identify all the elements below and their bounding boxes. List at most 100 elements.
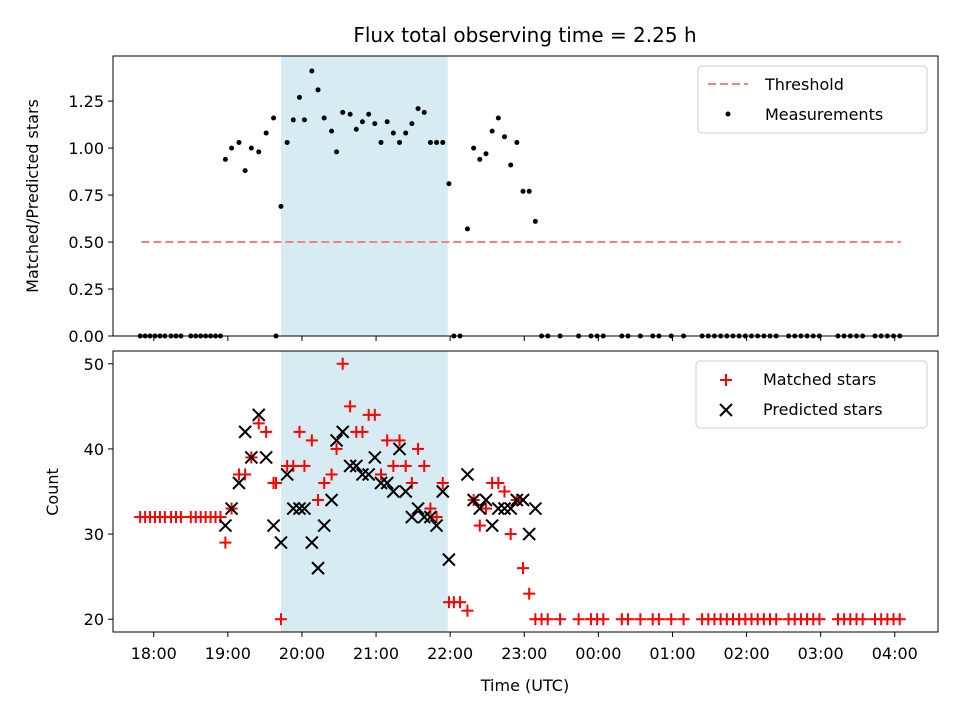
matched-star-marker: [356, 425, 369, 438]
measurement-point: [397, 139, 403, 145]
measurement-point: [471, 145, 477, 151]
matched-star-marker: [436, 476, 449, 489]
measurement-point: [483, 151, 489, 157]
predicted-star-marker: [238, 425, 252, 439]
predicted-star-marker: [218, 518, 233, 533]
measurement-point: [329, 128, 335, 134]
matched-star-marker: [219, 536, 232, 549]
bottom-y-tick-label: 20: [84, 610, 104, 629]
predicted-star-marker: [355, 467, 370, 482]
bottom-count-points: [134, 357, 906, 626]
matched-star-marker: [393, 434, 406, 447]
legend-predicted-label: Predicted stars: [763, 400, 883, 419]
x-tick-label: 03:00: [798, 644, 844, 663]
measurement-point: [263, 130, 269, 136]
measurement-point: [477, 156, 483, 162]
x-tick-label: 02:00: [724, 644, 770, 663]
measurement-point: [353, 126, 359, 132]
measurement-point: [403, 130, 409, 136]
measurement-point: [236, 139, 242, 145]
legend-predicted-swatch: [719, 403, 733, 417]
top-y-tick-label: 0.25: [68, 280, 104, 299]
measurement-point: [296, 94, 302, 100]
matched-star-marker: [387, 459, 400, 472]
legend-measurements-label: Measurements: [765, 105, 883, 124]
predicted-star-marker: [436, 484, 450, 499]
measurement-point: [309, 68, 315, 74]
matched-star-marker: [572, 613, 585, 626]
matched-star-marker: [523, 587, 536, 600]
measurement-point: [248, 145, 254, 151]
predicted-star-marker: [224, 501, 239, 516]
measurement-point: [340, 109, 346, 115]
matched-star-marker: [375, 468, 388, 481]
predicted-star-marker: [336, 425, 350, 439]
matched-star-marker: [412, 442, 425, 455]
top-y-tick-label: 1.00: [68, 139, 104, 158]
x-tick-label: 22:00: [427, 644, 473, 663]
matched-star-marker: [381, 434, 394, 447]
measurement-point: [489, 128, 495, 134]
measurement-point: [520, 188, 526, 194]
predicted-star-marker: [429, 518, 444, 533]
measurement-point: [372, 121, 378, 127]
matched-star-marker: [813, 613, 826, 626]
measurement-point: [415, 106, 421, 112]
top-y-tick-label: 0.50: [68, 233, 104, 252]
measurement-point: [427, 139, 433, 145]
predicted-star-marker: [259, 450, 273, 465]
measurement-point: [378, 139, 384, 145]
bottom-y-tick-label: 50: [84, 355, 104, 374]
measurement-point: [301, 117, 307, 123]
matched-star-marker: [312, 494, 325, 507]
bottom-observing-span: [280, 351, 448, 632]
matched-star-marker: [652, 613, 665, 626]
predicted-star-marker: [286, 501, 301, 516]
matched-star-marker: [770, 613, 783, 626]
predicted-star-marker: [274, 535, 288, 550]
matched-star-marker: [368, 408, 381, 421]
top-x-ticks: [153, 336, 896, 341]
predicted-star-marker: [349, 459, 364, 473]
matched-star-marker: [305, 434, 318, 447]
x-axis-label: Time (UTC): [480, 676, 569, 695]
legend-matched-label: Matched stars: [763, 370, 876, 389]
matched-star-marker: [893, 613, 906, 626]
bottom-legend: Matched stars Predicted stars: [695, 360, 928, 429]
measurement-point: [256, 149, 262, 155]
measurement-point: [409, 121, 415, 127]
x-tick-label: 00:00: [575, 644, 621, 663]
bottom-y-axis-label: Count: [43, 468, 62, 516]
predicted-star-marker: [380, 476, 394, 490]
predicted-star-marker: [522, 527, 536, 541]
matched-star-marker: [260, 425, 273, 438]
bottom-y-ticks: 20 30 40 50: [84, 355, 113, 629]
matched-star-marker: [270, 476, 283, 489]
predicted-star-marker: [374, 476, 388, 490]
measurement-point: [495, 115, 501, 121]
predicted-star-marker: [386, 484, 401, 499]
matched-star-marker: [554, 613, 567, 626]
top-panel: 0.00 0.25 0.50 0.75 1.00 1.25 Matched/Predict…: [23, 55, 939, 346]
matched-star-marker: [336, 357, 349, 370]
matched-star-marker: [239, 468, 252, 481]
top-chart-title: Flux total observing time = 2.25 h: [353, 23, 696, 47]
matched-star-marker: [492, 476, 505, 489]
predicted-star-marker: [466, 493, 481, 507]
matched-star-marker: [418, 459, 431, 472]
bottom-y-tick-label: 40: [84, 440, 104, 459]
predicted-star-marker: [280, 467, 294, 482]
top-observing-span: [280, 56, 448, 336]
x-tick-label: 01:00: [649, 644, 695, 663]
top-y-tick-label: 1.25: [68, 92, 104, 111]
predicted-star-marker: [266, 518, 281, 533]
measurement-point: [366, 111, 372, 117]
predicted-star-marker: [497, 501, 512, 516]
matched-star-marker: [597, 613, 610, 626]
measurement-point: [526, 188, 532, 194]
matched-star-marker: [344, 400, 357, 413]
matched-star-marker: [498, 485, 511, 498]
measurement-point: [321, 115, 327, 121]
predicted-star-marker: [510, 493, 524, 507]
